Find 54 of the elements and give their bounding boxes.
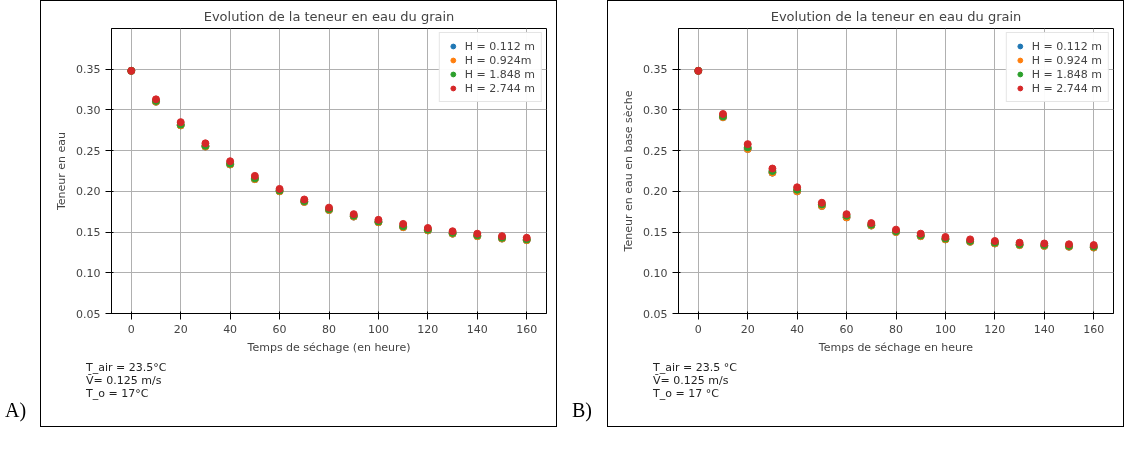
text: B) [572, 398, 592, 424]
text: A) [5, 398, 27, 424]
x-tick-label: 120 [417, 322, 439, 336]
y-tick-label: 0.10 [643, 266, 668, 280]
x-tick-label: 140 [1033, 322, 1055, 336]
y-tick-label: 0.25 [76, 144, 101, 158]
chart-title: Evolution de la teneur en eau du grain [203, 8, 455, 24]
y-tick-label: 0.05 [643, 307, 668, 321]
x-tick-label: 0 [127, 322, 135, 336]
x-tick-label: 140 [466, 322, 488, 336]
y-tick-label: 0.35 [76, 63, 101, 77]
legend-label: H = 1.848 m [1031, 67, 1102, 81]
y-axis-title: Teneur en eau en base sèche [622, 90, 636, 253]
legend-label: H = 1.848 m [464, 67, 535, 81]
x-tick-label: 80 [889, 322, 903, 336]
legend-label: H = 2.744 m [1031, 81, 1102, 95]
x-axis-title: Temps de séchage (en heure) [246, 340, 411, 354]
y-tick-label: 0.25 [643, 144, 668, 158]
legend-label: H = 0.924 m [1031, 53, 1102, 67]
x-tick-label: 40 [223, 322, 238, 336]
y-tick-label: 0.05 [76, 307, 101, 321]
x-tick-label: 0 [694, 322, 702, 336]
x-tick-label: 60 [272, 322, 287, 336]
x-tick-label: 20 [173, 322, 188, 336]
x-tick-label: 40 [790, 322, 805, 336]
text: T_o = 17 °C [653, 387, 719, 400]
y-tick-label: 0.30 [76, 103, 101, 117]
chart-title: Evolution de la teneur en eau du grain [770, 8, 1022, 24]
legend-label: H = 2.744 m [464, 81, 535, 95]
x-tick-label: 60 [839, 322, 854, 336]
y-tick-label: 0.35 [643, 63, 668, 77]
y-tick-label: 0.15 [76, 226, 101, 240]
y-tick-label: 0.20 [76, 185, 101, 199]
text: T_o = 17°C [86, 387, 149, 400]
legend-label: H = 0.112 m [1031, 39, 1102, 53]
x-tick-label: 160 [1083, 322, 1105, 336]
y-tick-label: 0.30 [643, 103, 668, 117]
x-axis-title: Temps de séchage en heure [817, 340, 974, 354]
x-tick-label: 100 [934, 322, 956, 336]
x-tick-label: 160 [516, 322, 538, 336]
text: T_air = 23.5 °C [653, 361, 737, 374]
legend-label: H = 0.924m [464, 53, 532, 67]
y-tick-label: 0.10 [76, 266, 101, 280]
x-tick-label: 20 [740, 322, 755, 336]
y-tick-label: 0.15 [643, 226, 668, 240]
y-axis-title: Teneur en eau [55, 131, 69, 212]
x-tick-label: 80 [322, 322, 336, 336]
text: V̄= 0.125 m/s [86, 374, 162, 387]
x-tick-label: 100 [367, 322, 389, 336]
text: V̄= 0.125 m/s [653, 374, 729, 387]
x-tick-label: 120 [984, 322, 1006, 336]
y-tick-label: 0.20 [643, 185, 668, 199]
legend-label: H = 0.112 m [464, 39, 535, 53]
text: T_air = 23.5°C [86, 361, 167, 374]
